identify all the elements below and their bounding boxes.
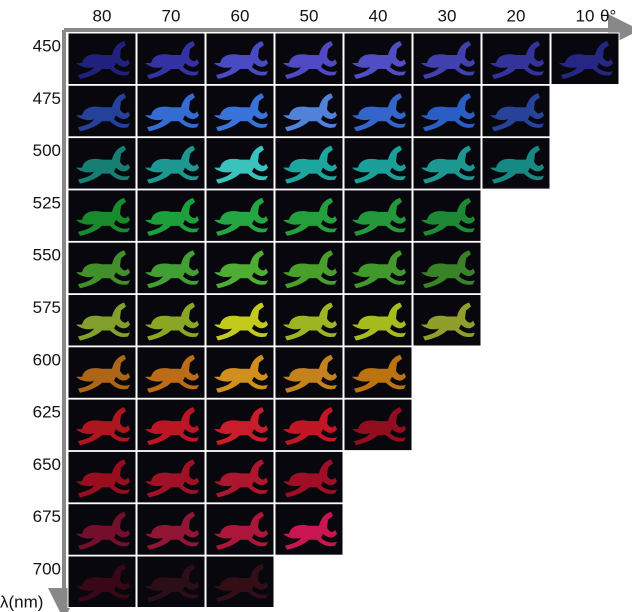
photo-cell xyxy=(137,347,205,399)
photo-cell xyxy=(275,504,343,556)
photo-cell xyxy=(275,295,343,347)
column-label: 10 xyxy=(576,6,595,25)
photo-cell xyxy=(344,347,412,399)
photo-cell xyxy=(206,347,274,399)
photo-cell xyxy=(206,33,274,85)
photo-cell xyxy=(137,451,205,503)
column-label: 50 xyxy=(300,6,319,25)
row-label: 525 xyxy=(33,193,61,212)
photo-cell xyxy=(137,33,205,85)
photo-cell xyxy=(413,138,481,190)
photo-cell xyxy=(275,242,343,294)
photo-cell xyxy=(344,33,412,85)
photo-cell xyxy=(275,451,343,503)
row-label: 475 xyxy=(33,89,61,108)
photo-cell xyxy=(68,33,136,85)
photo-cell xyxy=(275,138,343,190)
photo-cell xyxy=(344,399,412,451)
photo-cell xyxy=(68,138,136,190)
photo-cell xyxy=(344,190,412,242)
row-label: 575 xyxy=(33,298,61,317)
photo-cell xyxy=(137,138,205,190)
photo-cell xyxy=(206,295,274,347)
column-label: 60 xyxy=(231,6,250,25)
photo-cell xyxy=(206,451,274,503)
photo-cell xyxy=(344,85,412,137)
photo-cell xyxy=(413,295,481,347)
row-label: 700 xyxy=(33,559,61,578)
photo-cell xyxy=(275,85,343,137)
photo-cell xyxy=(413,85,481,137)
photo-cell xyxy=(413,242,481,294)
photo-cell xyxy=(275,347,343,399)
photo-grid xyxy=(68,33,619,608)
photo-cell xyxy=(482,85,550,137)
photo-cell xyxy=(137,85,205,137)
photo-cell xyxy=(137,295,205,347)
photo-cell xyxy=(68,347,136,399)
row-label: 500 xyxy=(33,141,61,160)
photo-cell xyxy=(137,556,205,608)
photo-cell xyxy=(68,556,136,608)
photo-cell xyxy=(275,33,343,85)
photo-cell xyxy=(68,451,136,503)
row-label: 625 xyxy=(33,403,61,422)
photo-cell xyxy=(206,399,274,451)
photo-cell xyxy=(68,399,136,451)
photo-cell xyxy=(275,399,343,451)
photo-cell xyxy=(137,190,205,242)
photo-cell xyxy=(206,85,274,137)
row-label: 450 xyxy=(33,36,61,55)
column-label: 70 xyxy=(162,6,181,25)
photo-cell xyxy=(344,138,412,190)
row-label: 600 xyxy=(33,350,61,369)
photo-cell xyxy=(206,556,274,608)
photo-cell xyxy=(68,85,136,137)
row-label: 675 xyxy=(33,507,61,526)
column-label: 40 xyxy=(369,6,388,25)
photo-cell xyxy=(344,242,412,294)
photo-cell xyxy=(206,190,274,242)
row-label: 550 xyxy=(33,246,61,265)
theta-label: θ° xyxy=(600,6,616,25)
photo-cell xyxy=(275,190,343,242)
photo-cell xyxy=(482,138,550,190)
photo-cell xyxy=(68,295,136,347)
photo-cell xyxy=(137,399,205,451)
photo-cell xyxy=(206,242,274,294)
photo-cell xyxy=(413,190,481,242)
column-label: 80 xyxy=(93,6,112,25)
row-label: 650 xyxy=(33,455,61,474)
column-label: 30 xyxy=(438,6,457,25)
column-label: 20 xyxy=(507,6,526,25)
photo-cell xyxy=(68,504,136,556)
photo-cell xyxy=(206,138,274,190)
photo-cell xyxy=(551,33,619,85)
photo-cell xyxy=(344,295,412,347)
photo-cell xyxy=(206,504,274,556)
photo-cell xyxy=(413,33,481,85)
photo-cell xyxy=(68,190,136,242)
lambda-label: λ(nm) xyxy=(0,592,43,611)
photo-cell xyxy=(137,504,205,556)
photo-cell xyxy=(482,33,550,85)
photo-cell xyxy=(137,242,205,294)
figure: θ° λ(nm) 80 70 60 50 40 30 20 10 450 475 500 525 550… xyxy=(0,0,632,612)
photo-cell xyxy=(68,242,136,294)
